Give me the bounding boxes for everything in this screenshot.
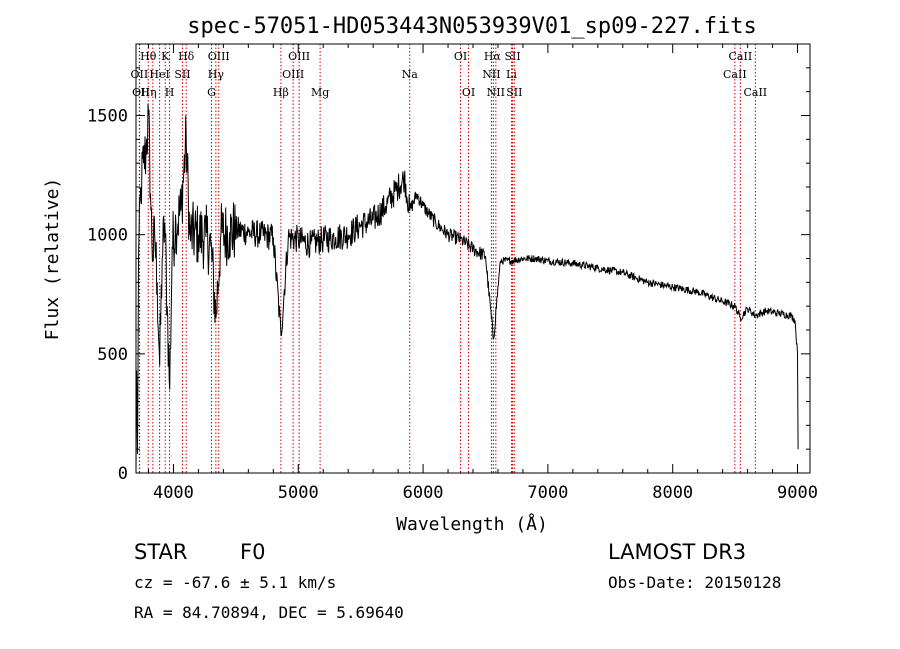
line-label-7: SII xyxy=(504,50,520,63)
chart-title: spec-57051-HD053443N053939V01_sp09-227.f… xyxy=(187,14,757,39)
x-tick-label-2: 6000 xyxy=(403,483,444,503)
x-tick-label-0: 4000 xyxy=(153,483,194,503)
x-tick-label-4: 8000 xyxy=(652,483,693,503)
line-label-25: NII xyxy=(487,86,505,99)
line-label-15: NII xyxy=(482,68,500,81)
x-axis-label: Wavelength (Å) xyxy=(396,513,548,535)
x-tick-label-3: 7000 xyxy=(527,483,568,503)
line-label-11: SII xyxy=(174,68,190,81)
line-label-24: OI xyxy=(462,86,475,99)
line-label-10: HeI xyxy=(149,68,169,81)
y-tick-label-2: 1000 xyxy=(87,226,128,246)
line-label-6: Hα xyxy=(484,50,502,63)
spectrum-line xyxy=(135,103,799,474)
y-axis-label: Flux (relative) xyxy=(42,178,63,341)
line-label-13: OIII xyxy=(282,68,304,81)
line-label-23: Mg xyxy=(311,86,329,99)
object-subclass: F0 xyxy=(240,540,266,564)
x-tick-label-1: 5000 xyxy=(278,483,319,503)
line-label-21: G xyxy=(207,86,216,99)
survey-name: LAMOST DR3 xyxy=(608,540,747,564)
line-label-27: CaII xyxy=(743,86,767,99)
line-label-2: Hδ xyxy=(178,50,195,63)
line-label-26: SII xyxy=(506,86,522,99)
y-tick-label-1: 500 xyxy=(97,345,128,365)
line-label-3: OIII xyxy=(208,50,230,63)
line-label-5: OI xyxy=(454,50,467,63)
line-label-9: OII xyxy=(131,68,149,81)
redshift-cz: cz = -67.6 ± 5.1 km/s xyxy=(134,573,337,592)
observation-date: Obs-Date: 20150128 xyxy=(608,573,782,592)
line-label-20: H xyxy=(165,86,175,99)
line-label-16: Li xyxy=(506,68,517,81)
line-label-18: OII xyxy=(132,86,150,99)
line-label-8: CaII xyxy=(729,50,753,63)
object-class: STAR xyxy=(134,540,188,564)
line-label-1: K xyxy=(161,50,170,63)
line-label-19: Hη xyxy=(140,86,156,99)
plot-frame xyxy=(135,43,811,474)
line-label-22: Hβ xyxy=(273,86,289,99)
x-tick-label-5: 9000 xyxy=(777,483,818,503)
line-label-12: Hγ xyxy=(208,68,225,81)
axis-ticks: 4000 5000 6000 7000 8000 9000 0 500 1000 1500 xyxy=(87,44,818,503)
line-label-0: Hθ xyxy=(140,50,157,63)
line-label-4: OIII xyxy=(288,50,310,63)
line-label-17: CaII xyxy=(723,68,747,81)
ra-dec: RA = 84.70894, DEC = 5.69640 xyxy=(134,603,404,622)
y-tick-label-3: 1500 xyxy=(87,107,128,127)
y-tick-label-0: 0 xyxy=(118,464,128,484)
line-label-14: Na xyxy=(402,68,419,81)
